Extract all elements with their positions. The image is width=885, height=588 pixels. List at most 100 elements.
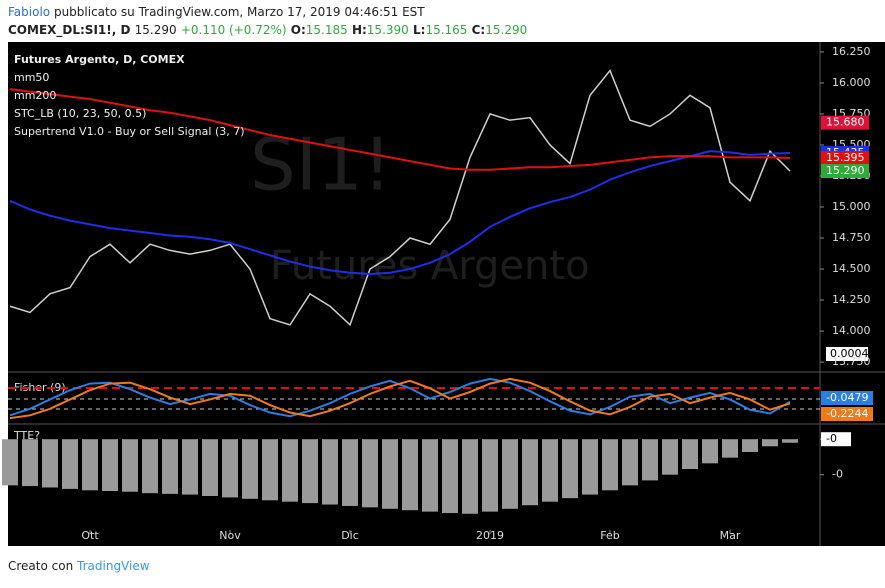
histogram-bar	[622, 439, 638, 486]
legend-entry: Futures Argento, D, COMEX	[14, 53, 185, 66]
histogram-bar	[742, 439, 758, 452]
close: 15.290	[485, 23, 527, 37]
symbol: COMEX_DL:SI1!, D	[8, 23, 130, 38]
histogram-bar	[282, 439, 298, 502]
histogram-bar	[522, 439, 538, 506]
y-tick-label: 14.750	[832, 231, 871, 244]
histogram-bar	[62, 439, 78, 489]
x-tick-label: 2019	[476, 529, 504, 542]
histogram-bar	[642, 439, 658, 481]
histogram-tag-label: -0	[826, 432, 837, 445]
header-line: Fabiolo pubblicato su TradingView.com, M…	[8, 5, 425, 19]
histogram-bar	[262, 439, 278, 501]
histogram-bar	[462, 439, 478, 514]
histogram-bar	[22, 439, 38, 487]
watermark-sub: Futures Argento	[270, 243, 590, 289]
histogram-bar	[142, 439, 158, 494]
fisher-tag-label: -0.0479	[826, 391, 868, 404]
legend-entry: STC_LB (10, 23, 50, 0.5)	[14, 107, 146, 120]
c-label: C:	[472, 23, 486, 37]
l-label: L:	[413, 23, 425, 37]
y-tick-label: 16.250	[832, 45, 871, 58]
legend-entry: Supertrend V1.0 - Buy or Sell Signal (3,…	[14, 125, 245, 138]
brand[interactable]: TradingView	[76, 559, 150, 573]
histogram-bar	[542, 439, 558, 502]
y-tick-label: 13.750	[832, 355, 871, 368]
histogram-tag	[821, 432, 851, 447]
y-tick-label: 14.000	[832, 324, 871, 337]
histogram-bar	[362, 439, 378, 508]
histogram-bar	[402, 439, 418, 511]
histogram-bar	[762, 439, 778, 447]
histogram-bar	[342, 439, 358, 506]
series-line	[9, 88, 791, 171]
symbol-line: COMEX_DL:SI1!, D 15.290 +0.110 (+0.72%) …	[8, 23, 527, 38]
histogram-bar	[482, 439, 498, 512]
histogram-bar	[222, 439, 238, 498]
fisher-tag	[821, 407, 873, 421]
histogram-bar	[102, 439, 118, 492]
histogram-bar	[162, 439, 178, 494]
histogram-bar	[382, 439, 398, 509]
x-tick-label: Ott	[81, 529, 99, 542]
fisher-tag-label: -0.2244	[826, 407, 868, 420]
x-tick-label: Feb	[600, 529, 619, 542]
histogram-bar	[502, 439, 518, 509]
histogram-title: TTE?	[13, 429, 40, 442]
legend-entry: mm200	[14, 89, 56, 102]
series-line	[9, 150, 791, 275]
published: pubblicato su TradingView.com, Marzo 17,…	[54, 5, 425, 19]
fisher-line	[9, 377, 791, 420]
histogram-bar	[322, 439, 338, 505]
histogram-bar	[302, 439, 318, 504]
histogram-bar	[602, 439, 618, 491]
y-tick-label: 14.500	[832, 262, 871, 275]
histogram-bar	[722, 439, 738, 458]
histogram-bar	[82, 439, 98, 491]
price-tag	[821, 150, 869, 165]
histogram-bar	[662, 439, 678, 475]
price-tag-label: 15.395	[826, 151, 865, 164]
y-tick-label: -0	[832, 468, 843, 481]
last: 15.290	[135, 23, 177, 37]
histogram-bar	[442, 439, 458, 514]
low: 15.165	[425, 23, 467, 37]
change: +0.110 (+0.72%)	[181, 23, 287, 37]
price-tag-label: 15.290	[826, 164, 865, 177]
stc-tag-label: 0.0004	[830, 347, 869, 360]
histogram-bar	[782, 439, 798, 443]
histogram-bar	[242, 439, 258, 499]
stc-tag	[826, 347, 868, 361]
price-tag	[821, 115, 869, 130]
high: 15.390	[367, 23, 409, 37]
author[interactable]: Fabiolo	[8, 5, 50, 19]
x-tick-label: Dic	[341, 529, 359, 542]
fisher-tag	[821, 391, 873, 405]
price-tag	[821, 164, 869, 179]
y-tick-label: 16.000	[832, 76, 871, 89]
open: 15.185	[306, 23, 348, 37]
x-tick-label: Nov	[219, 529, 241, 542]
footer: Creato con TradingView	[8, 559, 150, 573]
histogram-bar	[122, 439, 138, 492]
histogram-bar	[702, 439, 718, 464]
histogram-bar	[2, 439, 18, 486]
h-label: H:	[352, 23, 367, 37]
legend-entry: mm50	[14, 71, 49, 84]
histogram-bar	[422, 439, 438, 512]
histogram-bar	[42, 439, 58, 488]
histogram-bar	[562, 439, 578, 499]
y-tick-label: 14.250	[832, 293, 871, 306]
histogram-bar	[202, 439, 218, 497]
price-tag-label: 15.680	[826, 116, 865, 129]
x-tick-label: Mar	[720, 529, 741, 542]
o-label: O:	[291, 23, 306, 37]
histogram-bar	[582, 439, 598, 495]
created: Creato con	[8, 559, 73, 573]
histogram-bar	[182, 439, 198, 495]
y-tick-label: 15.000	[832, 200, 871, 213]
histogram-bar	[682, 439, 698, 470]
series-line	[9, 69, 791, 327]
